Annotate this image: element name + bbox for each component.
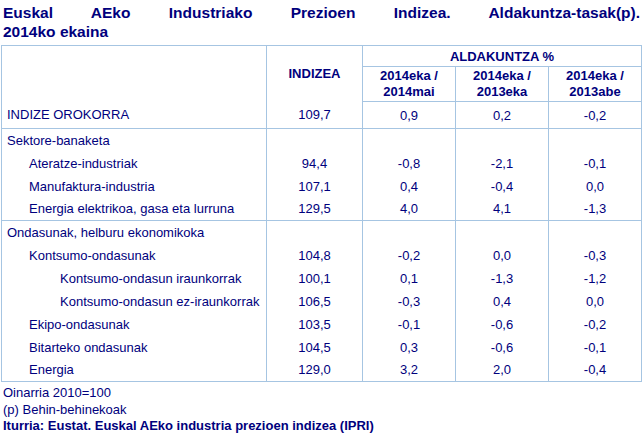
header-sub-2014mai: 2014eka / 2014mai <box>363 67 456 102</box>
header-aldakuntza: ALDAKUNTZA % <box>363 46 642 67</box>
price-index-table: INDIZEA ALDAKUNTZA % 2014eka / 2014mai 2… <box>1 45 642 382</box>
cell-vs-2013abe: 0,0 <box>549 175 642 198</box>
table-footer: Oinarria 2010=100 (p) Behin-behinekoak I… <box>1 382 642 433</box>
cell-indizea: 129,5 <box>267 198 363 221</box>
cell-vs-2013abe: 0,0 <box>549 290 642 313</box>
cell-indizea: 107,1 <box>267 175 363 198</box>
cell-vs-2014mai: 0,4 <box>363 175 456 198</box>
table-row-energia: Energia 129,0 3,2 2,0 -0,4 <box>2 359 642 382</box>
cell-vs-2013abe: -0,1 <box>549 336 642 359</box>
cell-vs-2013abe: -0,4 <box>549 359 642 382</box>
section-row-sektore-banaketa: Sektore-banaketa <box>2 129 642 152</box>
cell-vs-2013abe: -0,3 <box>549 244 642 267</box>
cell-vs-2013eka: -0,6 <box>456 313 549 336</box>
header-row-top: INDIZEA ALDAKUNTZA % <box>2 46 642 67</box>
page: Euskal AEko Industriako Prezioen Indizea… <box>0 0 643 433</box>
cell-vs-2013abe <box>549 129 642 152</box>
cell-vs-2014mai: 3,2 <box>363 359 456 382</box>
cell-indizea <box>267 221 363 244</box>
cell-indizea <box>267 129 363 152</box>
row-label: Energia <box>2 359 267 382</box>
cell-vs-2013eka: 0,4 <box>456 290 549 313</box>
section-row-ondasunak: Ondasunak, helburu ekonomikoka <box>2 221 642 244</box>
cell-vs-2013eka: -0,4 <box>456 175 549 198</box>
cell-indizea: 103,5 <box>267 313 363 336</box>
table-row-bitarteko-ondasunak: Bitarteko ondasunak 104,5 0,3 -0,6 -0,1 <box>2 336 642 359</box>
header-sub-2013eka: 2014eka / 2013eka <box>456 67 549 102</box>
header-indizea: INDIZEA <box>267 46 363 102</box>
cell-vs-2013eka: 0,2 <box>456 102 549 129</box>
table-row-kontsumo-iraunkorrak: Kontsumo-ondasun iraunkorrak 100,1 0,1 -… <box>2 267 642 290</box>
table-row-ekipo-ondasunak: Ekipo-ondasunak 103,5 -0,1 -0,6 -0,2 <box>2 313 642 336</box>
cell-vs-2014mai: -0,8 <box>363 152 456 175</box>
table-row-indize-orokorra: INDIZE OROKORRA 109,7 0,9 0,2 -0,2 <box>2 102 642 129</box>
page-title-line1: Euskal AEko Industriako Prezioen Indizea… <box>3 3 640 22</box>
page-title: Euskal AEko Industriako Prezioen Indizea… <box>1 2 642 45</box>
cell-vs-2013eka: 0,0 <box>456 244 549 267</box>
row-label: Ateratze-industriak <box>2 152 267 175</box>
header-corner-blank <box>2 46 267 102</box>
cell-vs-2013eka <box>456 221 549 244</box>
cell-vs-2013abe: -0,2 <box>549 313 642 336</box>
table-row-kontsumo-ondasunak: Kontsumo-ondasunak 104,8 -0,2 0,0 -0,3 <box>2 244 642 267</box>
row-label: Kontsumo-ondasunak <box>2 244 267 267</box>
cell-vs-2013abe: -1,2 <box>549 267 642 290</box>
cell-vs-2013abe: -0,1 <box>549 152 642 175</box>
cell-vs-2013eka: -1,3 <box>456 267 549 290</box>
cell-indizea: 104,5 <box>267 336 363 359</box>
cell-indizea: 109,7 <box>267 102 363 129</box>
cell-vs-2014mai: -0,3 <box>363 290 456 313</box>
section-label: Ondasunak, helburu ekonomikoka <box>2 221 267 244</box>
cell-vs-2013eka <box>456 129 549 152</box>
table-row-kontsumo-ez-iraunkorrak: Kontsumo-ondasun ez-iraunkorrak 106,5 -0… <box>2 290 642 313</box>
cell-vs-2014mai: 0,3 <box>363 336 456 359</box>
cell-vs-2014mai: 0,1 <box>363 267 456 290</box>
cell-vs-2014mai: -0,2 <box>363 244 456 267</box>
cell-vs-2013abe <box>549 221 642 244</box>
page-title-line2: 2014ko ekaina <box>3 22 640 41</box>
footnote-provisional: (p) Behin-behinekoak <box>3 402 640 419</box>
row-label: Energia elektrikoa, gasa eta lurruna <box>2 198 267 221</box>
row-label: Bitarteko ondasunak <box>2 336 267 359</box>
cell-vs-2013eka: -2,1 <box>456 152 549 175</box>
footnote-base: Oinarria 2010=100 <box>3 385 640 402</box>
section-label: Sektore-banaketa <box>2 129 267 152</box>
row-label: Ekipo-ondasunak <box>2 313 267 336</box>
cell-indizea: 129,0 <box>267 359 363 382</box>
cell-vs-2013eka: -0,6 <box>456 336 549 359</box>
cell-indizea: 100,1 <box>267 267 363 290</box>
header-sub-2013abe: 2014eka / 2013abe <box>549 67 642 102</box>
cell-vs-2013eka: 4,1 <box>456 198 549 221</box>
cell-vs-2013abe: -1,3 <box>549 198 642 221</box>
row-label: Kontsumo-ondasun iraunkorrak <box>2 267 267 290</box>
cell-vs-2014mai: 4,0 <box>363 198 456 221</box>
cell-indizea: 94,4 <box>267 152 363 175</box>
cell-vs-2014mai: 0,9 <box>363 102 456 129</box>
table-row-manufaktura-industria: Manufaktura-industria 107,1 0,4 -0,4 0,0 <box>2 175 642 198</box>
cell-indizea: 104,8 <box>267 244 363 267</box>
row-label: Kontsumo-ondasun ez-iraunkorrak <box>2 290 267 313</box>
table-row-energia-elektrikoa: Energia elektrikoa, gasa eta lurruna 129… <box>2 198 642 221</box>
row-label: Manufaktura-industria <box>2 175 267 198</box>
cell-vs-2014mai: -0,1 <box>363 313 456 336</box>
cell-vs-2014mai <box>363 221 456 244</box>
table-row-ateratze-industriak: Ateratze-industriak 94,4 -0,8 -2,1 -0,1 <box>2 152 642 175</box>
cell-vs-2013abe: -0,2 <box>549 102 642 129</box>
cell-indizea: 106,5 <box>267 290 363 313</box>
row-label: INDIZE OROKORRA <box>2 102 267 129</box>
cell-vs-2013eka: 2,0 <box>456 359 549 382</box>
source-note: Iturria: Eustat. Euskal AEko industria p… <box>3 418 640 433</box>
cell-vs-2014mai <box>363 129 456 152</box>
